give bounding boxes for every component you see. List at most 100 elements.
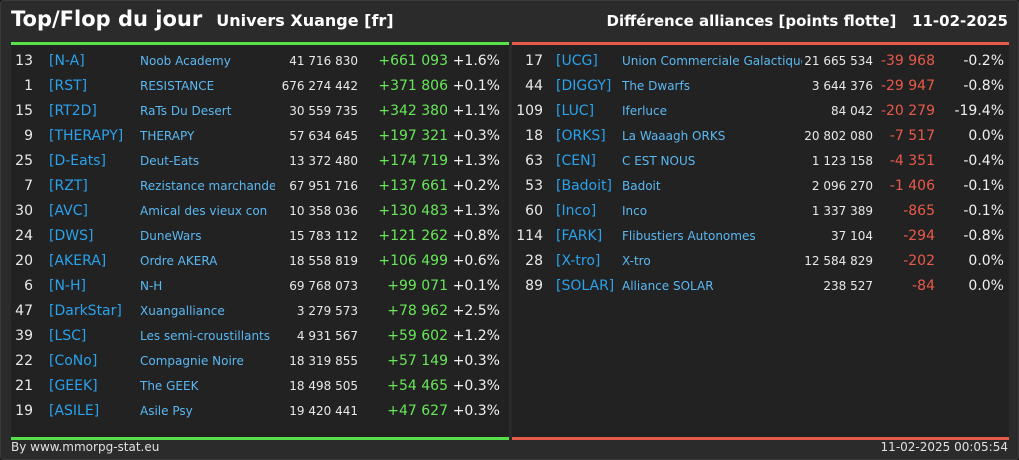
alliance-tag[interactable]: [N-H] — [49, 278, 86, 294]
alliance-tag[interactable]: [SOLAR] — [556, 278, 615, 294]
alliance-name[interactable]: Ordre AKERA — [140, 254, 218, 268]
total-points: 20 802 080 — [804, 129, 873, 143]
gainer-row: 15 [RT2D] RaTs Du Desert 30 559 735 +342 380… — [11, 99, 509, 124]
alliance-rank: 114 — [516, 228, 543, 244]
alliance-name[interactable]: The GEEK — [140, 379, 199, 393]
alliance-rank: 6 — [24, 278, 33, 294]
alliance-name[interactable]: X-tro — [622, 254, 651, 268]
alliance-name[interactable]: Xuangalliance — [140, 304, 225, 318]
alliance-tag[interactable]: [CoNo] — [49, 353, 98, 369]
alliance-name[interactable]: RaTs Du Desert — [140, 104, 232, 118]
alliance-tag[interactable]: [THERAPY] — [49, 128, 124, 144]
credit-link[interactable]: By www.mmorpg-stat.eu — [11, 440, 160, 454]
alliance-name[interactable]: Noob Academy — [140, 54, 231, 68]
points-difference: +106 499 — [378, 253, 448, 269]
points-difference: +99 071 — [387, 278, 448, 294]
alliance-tag[interactable]: [AVC] — [49, 203, 88, 219]
total-points: 13 372 480 — [289, 154, 358, 168]
alliance-name[interactable]: N-H — [140, 279, 163, 293]
alliance-rank: 44 — [525, 78, 543, 94]
percent-change: +1.6% — [452, 53, 500, 69]
total-points: 21 665 534 — [804, 54, 873, 68]
alliance-tag[interactable]: [D-Eats] — [49, 153, 106, 169]
total-points: 4 931 567 — [296, 329, 358, 343]
percent-change: +1.3% — [452, 203, 500, 219]
alliance-name[interactable]: Flibustiers Autonomes — [622, 229, 756, 243]
alliance-tag[interactable]: [DWS] — [49, 228, 94, 244]
alliance-tag[interactable]: [N-A] — [49, 53, 85, 69]
total-points: 84 042 — [831, 104, 873, 118]
alliance-tag[interactable]: [Inco] — [556, 203, 597, 219]
metric-label: Différence alliances [points flotte] — [606, 12, 897, 30]
alliance-rank: 109 — [516, 103, 543, 119]
alliance-name[interactable]: Alliance SOLAR — [622, 279, 714, 293]
loser-row: 17 [UCG] Union Commerciale Galactique 21 66… — [512, 49, 1009, 74]
total-points: 41 716 830 — [289, 54, 358, 68]
alliance-name[interactable]: Asile Psy — [140, 404, 193, 418]
total-points: 2 096 270 — [811, 179, 873, 193]
alliance-tag[interactable]: [LUC] — [556, 103, 595, 119]
alliance-tag[interactable]: [ORKS] — [556, 128, 606, 144]
points-difference: -20 279 — [880, 103, 935, 119]
alliance-name[interactable]: Les semi-croustillants — [140, 329, 271, 343]
total-points: 69 768 073 — [289, 279, 358, 293]
alliance-name[interactable]: The Dwarfs — [622, 79, 690, 93]
alliance-tag[interactable]: [DarkStar] — [49, 303, 122, 319]
total-points: 238 527 — [823, 279, 873, 293]
alliance-name[interactable]: La Waaagh ORKS — [622, 129, 726, 143]
alliance-rank: 20 — [15, 253, 33, 269]
alliance-tag[interactable]: [CEN] — [556, 153, 597, 169]
alliance-name[interactable]: THERAPY — [140, 129, 195, 143]
percent-change: -0.2% — [963, 53, 1004, 69]
alliance-tag[interactable]: [GEEK] — [49, 378, 98, 394]
percent-change: +0.3% — [452, 403, 500, 419]
gainer-row: 47 [DarkStar] Xuangalliance 3 279 573 +78 96… — [11, 299, 509, 324]
percent-change: 0.0% — [968, 128, 1004, 144]
alliance-tag[interactable]: [X-tro] — [556, 253, 601, 269]
alliance-name[interactable]: RESISTANCE — [140, 79, 215, 93]
percent-change: +0.3% — [452, 378, 500, 394]
alliance-tag[interactable]: [DIGGY] — [556, 78, 612, 94]
alliance-name[interactable]: C EST NOUS — [622, 154, 696, 168]
total-points: 1 337 389 — [811, 204, 873, 218]
gainer-row: 1 [RST] RESISTANCE 676 274 442 +371 806 +0.1% — [11, 74, 509, 99]
points-difference: +342 380 — [378, 103, 448, 119]
gainer-row: 30 [AVC] Amical des vieux con 10 358 036 +13… — [11, 199, 509, 224]
alliance-tag[interactable]: [RT2D] — [49, 103, 97, 119]
percent-change: 0.0% — [968, 278, 1004, 294]
alliance-tag[interactable]: [ASILE] — [49, 403, 100, 419]
points-difference: +47 627 — [387, 403, 448, 419]
points-difference: +54 465 — [387, 378, 448, 394]
alliance-rank: 28 — [525, 253, 543, 269]
alliance-name[interactable]: Inco — [622, 204, 648, 218]
alliance-name[interactable]: DuneWars — [140, 229, 202, 243]
alliance-name[interactable]: Amical des vieux con — [140, 204, 268, 218]
total-points: 3 644 376 — [811, 79, 873, 93]
alliance-name[interactable]: Rezistance marchande — [140, 179, 275, 193]
alliance-name[interactable]: Badoit — [622, 179, 661, 193]
total-points: 1 123 158 — [811, 154, 873, 168]
alliance-rank: 13 — [15, 53, 33, 69]
alliance-tag[interactable]: [Badoit] — [556, 178, 612, 194]
alliance-rank: 22 — [15, 353, 33, 369]
percent-change: -0.1% — [963, 178, 1004, 194]
gainer-row: 20 [AKERA] Ordre AKERA 18 558 819 +106 499 +0… — [11, 249, 509, 274]
alliance-rank: 25 — [15, 153, 33, 169]
alliance-name[interactable]: Compagnie Noire — [140, 354, 244, 368]
alliance-name[interactable]: Union Commerciale Galactique — [622, 54, 802, 68]
alliance-tag[interactable]: [RZT] — [49, 178, 88, 194]
header-right: Différence alliances [points flotte] 11-… — [607, 12, 1008, 30]
alliance-tag[interactable]: [AKERA] — [49, 253, 107, 269]
alliance-tag[interactable]: [RST] — [49, 78, 88, 94]
alliance-tag[interactable]: [UCG] — [556, 53, 598, 69]
gainer-row: 22 [CoNo] Compagnie Noire 18 319 855 +57 149… — [11, 349, 509, 374]
alliance-tag[interactable]: [LSC] — [49, 328, 87, 344]
page-title: Top/Flop du jour — [11, 7, 203, 31]
alliance-tag[interactable]: [FARK] — [556, 228, 603, 244]
loser-row: 60 [Inco] Inco 1 337 389 -865 -0.1% — [512, 199, 1009, 224]
alliance-name[interactable]: Deut-Eats — [140, 154, 200, 168]
header: Top/Flop du jour Univers Xuange [fr] Dif… — [11, 7, 1008, 37]
alliance-name[interactable]: Iferluce — [622, 104, 667, 118]
points-difference: -39 968 — [880, 53, 935, 69]
